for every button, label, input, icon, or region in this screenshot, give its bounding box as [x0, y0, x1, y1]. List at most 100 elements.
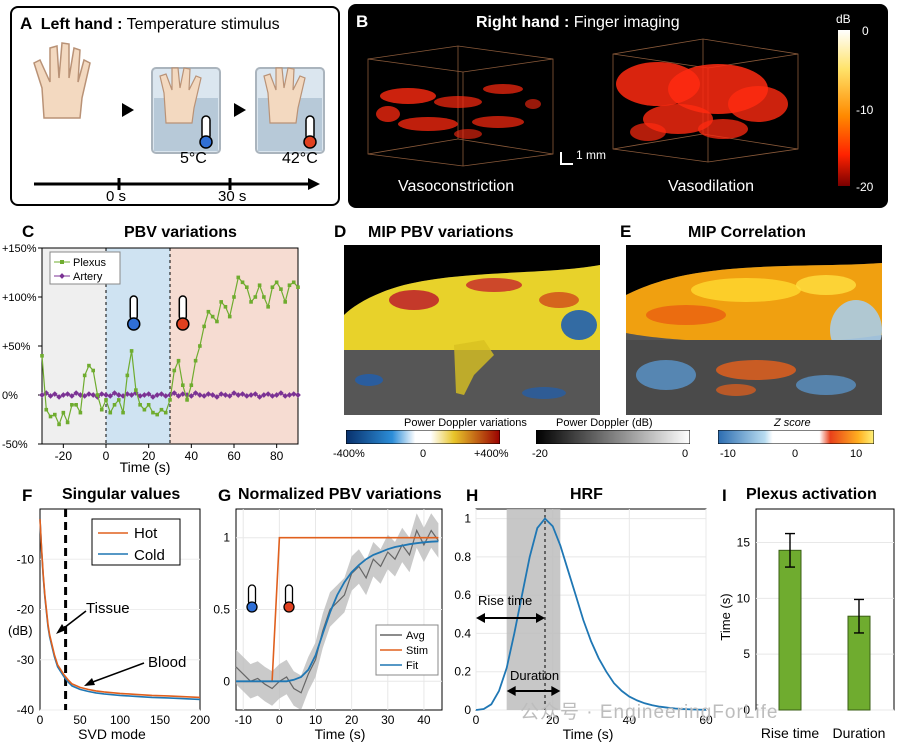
x-tick-label: 0 [473, 713, 480, 727]
y-tick-label: -10 [17, 552, 35, 566]
colorbar-unit: dB [836, 12, 851, 26]
vessels-vasodilation [616, 62, 788, 141]
artery-point [98, 391, 105, 397]
watermark: 公众号 · EngineeringForLife [520, 702, 779, 723]
panel-b-3d-render [367, 30, 850, 186]
plexus-point [125, 373, 130, 378]
cbar1-label: Power Doppler variations [404, 417, 527, 429]
plexus-point [151, 410, 155, 415]
panel-a-letter: A [20, 14, 33, 33]
cold-thermometer-icon [129, 295, 138, 321]
x-tick-label: 0 [276, 713, 283, 727]
y-tick-label: -50% [2, 439, 28, 451]
plexus-point [117, 398, 121, 402]
legend-cold-label: Cold [134, 547, 165, 564]
legend-plexus-marker [60, 260, 64, 264]
axes-frame [755, 508, 895, 711]
plexus-point [279, 287, 283, 291]
artery-point [243, 393, 250, 399]
arrow-duration-head-left [506, 686, 516, 696]
artery-point [56, 394, 62, 400]
y-tick-label: 0% [2, 390, 18, 402]
label-vasodilation: Vasodilation [668, 178, 754, 195]
plexus-point [185, 398, 189, 402]
arrow-tissue-head [56, 624, 66, 634]
artery-point [256, 394, 263, 400]
y-tick-label: 0.6 [454, 588, 471, 602]
plexus-point [198, 344, 202, 348]
plexus-point [193, 358, 198, 363]
y-tick-label: 0.4 [454, 626, 471, 640]
artery-point [201, 393, 207, 399]
plexus-point [112, 403, 117, 407]
plexus-point [155, 412, 159, 417]
artery-point [115, 392, 122, 398]
volume-box-left [367, 45, 554, 167]
artery-point [295, 392, 301, 398]
artery-point [282, 393, 289, 399]
label-vasoconstriction: Vasoconstriction [398, 178, 515, 195]
cbar1-tick-min: -400% [333, 448, 365, 460]
panel-i-chart: 15 10 5 0 Rise time Duration Time (s) [718, 508, 895, 741]
plexus-point [202, 324, 206, 329]
panel-c-title: PBV variations [124, 224, 237, 241]
plexus-point [181, 383, 185, 387]
artery-point [197, 392, 203, 398]
plexus-point [223, 305, 228, 309]
artery-point [51, 391, 58, 397]
x-tick-label: 200 [190, 713, 210, 727]
panel-h-letter: H [466, 486, 479, 505]
artery-point [73, 390, 79, 396]
x-axis-label: Time (s) [315, 726, 366, 742]
x-tick-label: 60 [227, 449, 241, 463]
artery-point [239, 391, 246, 397]
plexus-point [138, 403, 142, 407]
artery-point [205, 391, 212, 397]
x-tick-label: 40 [417, 713, 431, 727]
artery-point [252, 391, 259, 397]
vessels-vasoconstriction [376, 84, 541, 139]
cbar2 [536, 430, 690, 444]
x-tick-label: 0 [103, 449, 110, 463]
colorbar-tick-20: -20 [856, 180, 874, 194]
panel-i-letter: I [722, 486, 727, 505]
x-tick-label: 50 [73, 713, 87, 727]
plexus-point [215, 319, 219, 324]
arrow-blood [89, 662, 145, 684]
artery-point [226, 393, 233, 399]
colorbar-db [838, 30, 850, 186]
artery-point [192, 390, 199, 396]
x-tick-label: -10 [235, 713, 253, 727]
panel-c-chart: +150% +100% +50% 0% -50% -20 0 20 40 60 80 Plexus Ar… [2, 243, 301, 475]
beaker-hot-icon [255, 67, 325, 154]
panel-d-title: MIP PBV variations [368, 224, 514, 241]
x-axis-label: SVD mode [78, 726, 146, 742]
y-tick-label: +150% [2, 243, 37, 255]
y-tick-label: 5 [743, 647, 750, 661]
x-tick-label: 80 [270, 449, 284, 463]
legend-artery-label: Artery [73, 271, 103, 283]
scale-bar [560, 152, 573, 165]
arrow-blood-head [84, 678, 95, 686]
artery-point [269, 393, 276, 399]
plexus-point [274, 280, 279, 285]
y-tick-label: 0 [223, 674, 230, 688]
artery-point [214, 394, 220, 400]
arrow-rise-head-left [476, 613, 485, 623]
plexus-point [262, 295, 266, 299]
plexus-point [219, 300, 223, 304]
plexus-point [283, 300, 287, 304]
y-tick-label: 0 [743, 703, 750, 717]
time-label-30: 30 s [218, 188, 247, 205]
legend-box [49, 251, 121, 285]
y-tick-label: 0.8 [454, 550, 471, 564]
artery-point [278, 390, 284, 396]
hand-icon [33, 42, 91, 119]
legend-plexus-label: Plexus [73, 257, 107, 269]
x-tick-label: 30 [381, 713, 395, 727]
artery-point [154, 392, 161, 398]
plexus-point [78, 410, 83, 415]
cold-thermometer-icon-bulb [246, 601, 258, 613]
plexus-point [240, 280, 245, 285]
panel-d-image [344, 245, 600, 415]
